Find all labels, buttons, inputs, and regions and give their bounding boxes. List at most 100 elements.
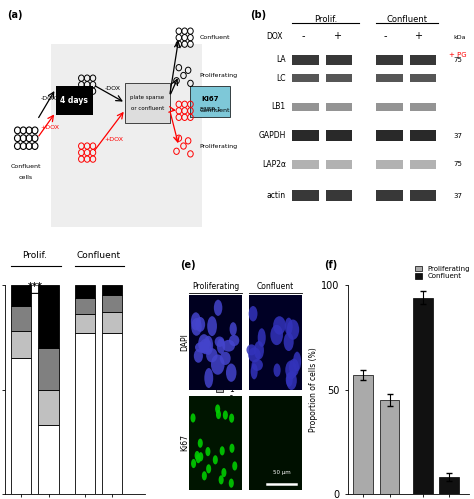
Bar: [102, 295, 122, 312]
Circle shape: [202, 471, 207, 481]
Ellipse shape: [214, 300, 222, 316]
Circle shape: [205, 447, 210, 456]
Text: Confluent: Confluent: [10, 165, 41, 170]
Bar: [410, 103, 436, 111]
Bar: [376, 55, 403, 65]
Ellipse shape: [207, 316, 217, 336]
Text: cells: cells: [18, 175, 33, 180]
Bar: [292, 190, 319, 201]
Text: 37: 37: [454, 193, 463, 199]
Text: + PG: + PG: [449, 51, 467, 57]
Ellipse shape: [246, 344, 256, 355]
Bar: [326, 160, 352, 169]
Y-axis label: Proportion of cells (%): Proportion of cells (%): [310, 347, 319, 432]
Ellipse shape: [283, 332, 294, 351]
Ellipse shape: [222, 340, 235, 352]
Text: 37: 37: [454, 133, 463, 139]
Bar: [75, 285, 95, 297]
Ellipse shape: [285, 318, 292, 335]
Text: Prolif.: Prolif.: [22, 251, 47, 260]
Ellipse shape: [273, 316, 286, 335]
Circle shape: [206, 464, 211, 474]
Text: plate sparse: plate sparse: [130, 95, 164, 100]
Text: actin: actin: [267, 191, 286, 200]
Bar: [38, 390, 59, 425]
Text: Proliferating: Proliferating: [200, 73, 238, 78]
Text: Confluent: Confluent: [77, 251, 121, 260]
Text: DAPI: DAPI: [180, 333, 189, 351]
Bar: [376, 130, 403, 141]
Bar: [326, 103, 352, 111]
Text: LA: LA: [276, 55, 286, 64]
Text: 75: 75: [454, 57, 463, 63]
Ellipse shape: [226, 364, 237, 382]
Text: Confluent: Confluent: [387, 15, 428, 24]
Bar: [75, 297, 95, 314]
Ellipse shape: [204, 368, 213, 388]
Text: -: -: [383, 31, 387, 41]
Bar: [126, 83, 170, 123]
Bar: [326, 74, 352, 82]
Text: 53BP-1: 53BP-1: [199, 107, 221, 112]
Text: LB1: LB1: [272, 102, 286, 111]
Text: GAPDH: GAPDH: [258, 131, 286, 140]
Circle shape: [191, 413, 196, 423]
Legend: ≥3, 2, 1, 0: ≥3, 2, 1, 0: [214, 352, 243, 406]
Text: +: +: [333, 31, 341, 41]
Circle shape: [229, 414, 234, 423]
Ellipse shape: [204, 336, 213, 355]
Bar: [75, 314, 95, 333]
Bar: [38, 425, 59, 494]
Ellipse shape: [215, 336, 224, 347]
Text: +DOX: +DOX: [41, 125, 60, 130]
Bar: [439, 477, 459, 494]
Ellipse shape: [258, 328, 266, 347]
Text: kDa: kDa: [454, 35, 466, 40]
Circle shape: [223, 411, 228, 420]
Ellipse shape: [191, 312, 201, 330]
Bar: [376, 190, 403, 201]
Circle shape: [219, 446, 225, 456]
Ellipse shape: [195, 317, 205, 332]
Text: LC: LC: [276, 74, 286, 83]
Ellipse shape: [217, 338, 225, 354]
Ellipse shape: [251, 363, 258, 379]
Bar: [292, 103, 319, 111]
Ellipse shape: [287, 319, 299, 340]
Ellipse shape: [254, 341, 264, 360]
Ellipse shape: [211, 354, 225, 375]
Bar: [56, 86, 93, 115]
Text: Confluent: Confluent: [200, 35, 230, 40]
Bar: [292, 55, 319, 65]
Circle shape: [229, 444, 235, 453]
Circle shape: [215, 404, 220, 414]
Text: Confluent: Confluent: [200, 108, 230, 113]
Circle shape: [196, 454, 201, 463]
Bar: [353, 375, 373, 494]
Circle shape: [232, 462, 237, 471]
Circle shape: [219, 475, 224, 485]
Text: Proliferating: Proliferating: [192, 282, 239, 291]
Text: +: +: [414, 31, 422, 41]
Bar: [51, 44, 202, 227]
Bar: [11, 358, 31, 494]
Text: 4 days: 4 days: [61, 96, 88, 105]
Bar: [410, 160, 436, 169]
Circle shape: [213, 455, 218, 465]
Text: 75: 75: [454, 161, 463, 167]
Ellipse shape: [195, 342, 208, 353]
Ellipse shape: [289, 359, 299, 377]
Text: Proliferating: Proliferating: [200, 144, 238, 149]
Ellipse shape: [249, 306, 257, 321]
Text: (e): (e): [180, 260, 196, 270]
Bar: [292, 74, 319, 82]
Circle shape: [221, 468, 227, 477]
Bar: [11, 306, 31, 331]
Ellipse shape: [273, 363, 281, 377]
Bar: [413, 297, 433, 494]
Text: -: -: [302, 31, 305, 41]
Ellipse shape: [206, 348, 218, 362]
Circle shape: [216, 410, 221, 419]
Bar: [11, 285, 31, 306]
Bar: [102, 312, 122, 333]
